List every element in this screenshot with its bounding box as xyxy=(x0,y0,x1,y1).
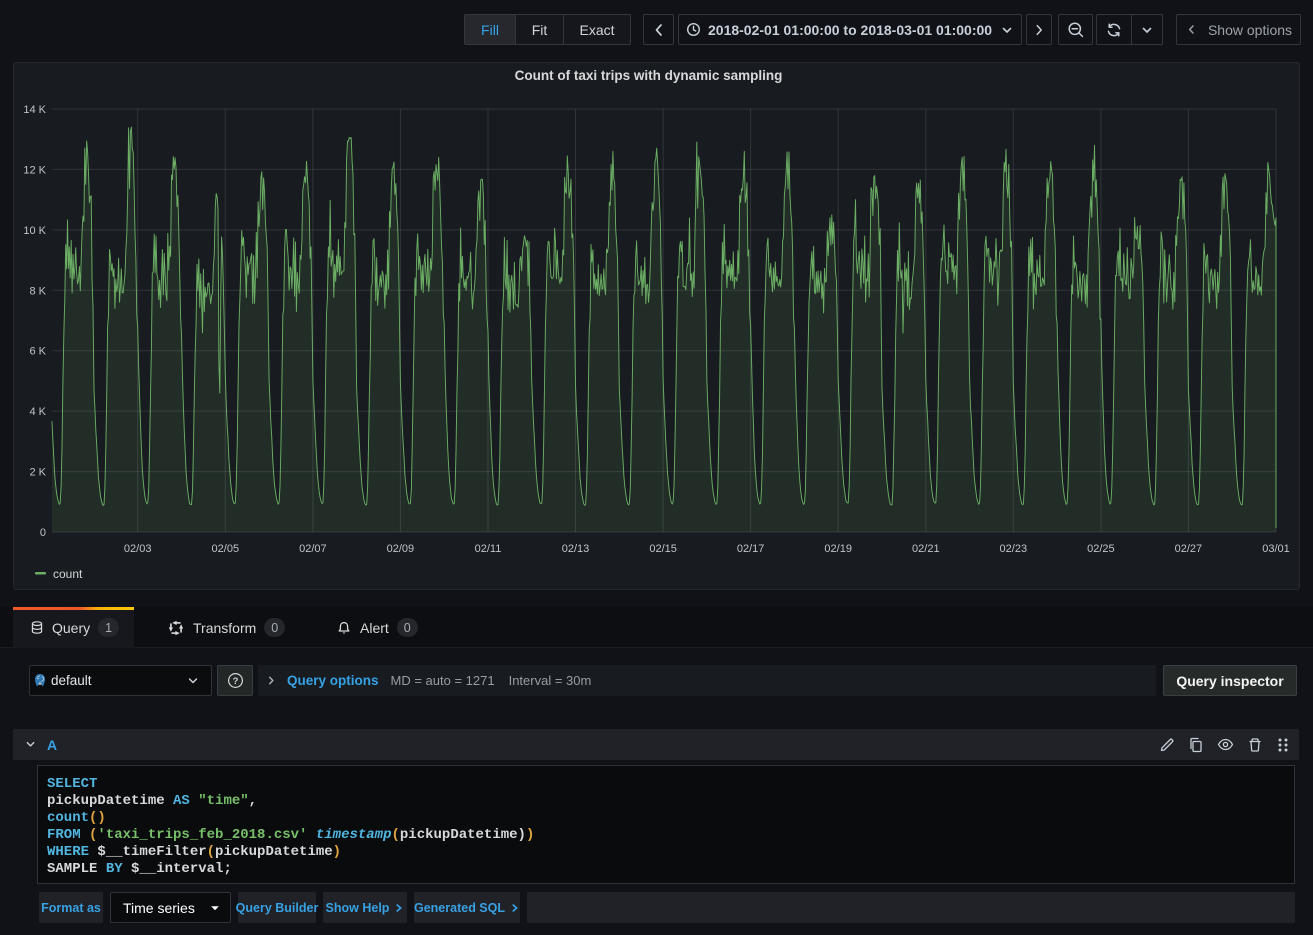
svg-text:02/11: 02/11 xyxy=(475,543,502,555)
svg-text:12 K: 12 K xyxy=(23,164,46,176)
svg-text:02/03: 02/03 xyxy=(124,543,152,555)
svg-text:03/01: 03/01 xyxy=(1262,543,1290,555)
svg-text:count: count xyxy=(53,567,83,581)
svg-text:02/21: 02/21 xyxy=(912,543,940,555)
svg-text:02/13: 02/13 xyxy=(562,543,590,555)
svg-text:02/07: 02/07 xyxy=(299,543,327,555)
svg-text:02/19: 02/19 xyxy=(824,543,852,555)
svg-text:14 K: 14 K xyxy=(23,104,46,116)
svg-text:02/27: 02/27 xyxy=(1175,543,1203,555)
svg-text:10 K: 10 K xyxy=(23,225,46,237)
svg-text:0: 0 xyxy=(40,527,46,539)
svg-text:6 K: 6 K xyxy=(29,346,46,358)
svg-text:2 K: 2 K xyxy=(29,467,46,479)
svg-text:8 K: 8 K xyxy=(29,285,46,297)
svg-text:4 K: 4 K xyxy=(29,406,46,418)
svg-text:02/15: 02/15 xyxy=(649,543,677,555)
svg-text:02/05: 02/05 xyxy=(212,543,240,555)
svg-text:02/25: 02/25 xyxy=(1087,543,1115,555)
svg-text:02/23: 02/23 xyxy=(1000,543,1028,555)
svg-text:02/09: 02/09 xyxy=(387,543,415,555)
svg-text:02/17: 02/17 xyxy=(737,543,765,555)
svg-text:?: ? xyxy=(232,676,238,687)
